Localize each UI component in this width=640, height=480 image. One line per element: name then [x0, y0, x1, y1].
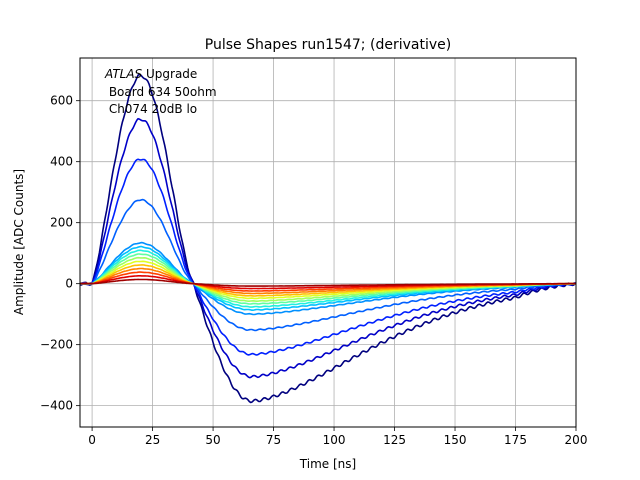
plot-frame [79, 57, 577, 428]
y-tick-label: 200 [50, 216, 73, 230]
grid [80, 58, 577, 427]
x-tick-label: 100 [323, 433, 346, 447]
annotation-line-3: Ch074 20dB lo [105, 102, 197, 116]
series-line-3 [79, 158, 577, 356]
x-tick-label: 175 [504, 433, 527, 447]
annotation-atlas: ATLAS [104, 67, 143, 81]
y-tick-label: −400 [40, 399, 73, 413]
annotation-upgrade: Upgrade [142, 67, 197, 81]
annotation-line-2: Board 634 50ohm [105, 85, 217, 99]
axis-ticks: 0 25 50 75 100 125 150 175 200 −400 −200 0 200 400 600 [40, 94, 587, 447]
x-tick-label: 0 [88, 433, 96, 447]
y-tick-label: 0 [65, 277, 73, 291]
x-axis-label: Time [ns] [299, 457, 356, 471]
x-tick-label: 150 [444, 433, 467, 447]
x-tick-label: 200 [565, 433, 588, 447]
x-tick-label: 75 [266, 433, 281, 447]
chart-title: Pulse Shapes run1547; (derivative) [205, 37, 451, 53]
series-line-2 [79, 117, 577, 379]
series-group [79, 73, 577, 404]
y-axis-label: Amplitude [ADC Counts] [12, 169, 26, 315]
series-line-1 [79, 73, 577, 404]
x-tick-label: 50 [205, 433, 220, 447]
x-tick-label: 125 [383, 433, 406, 447]
y-tick-label: −200 [40, 338, 73, 352]
y-tick-label: 400 [50, 155, 73, 169]
x-tick-label: 25 [145, 433, 160, 447]
annotation-line-1: ATLAS Upgrade [104, 67, 197, 81]
y-tick-label: 600 [50, 94, 73, 108]
series-line-4 [79, 198, 577, 332]
series-line-15 [80, 278, 576, 287]
